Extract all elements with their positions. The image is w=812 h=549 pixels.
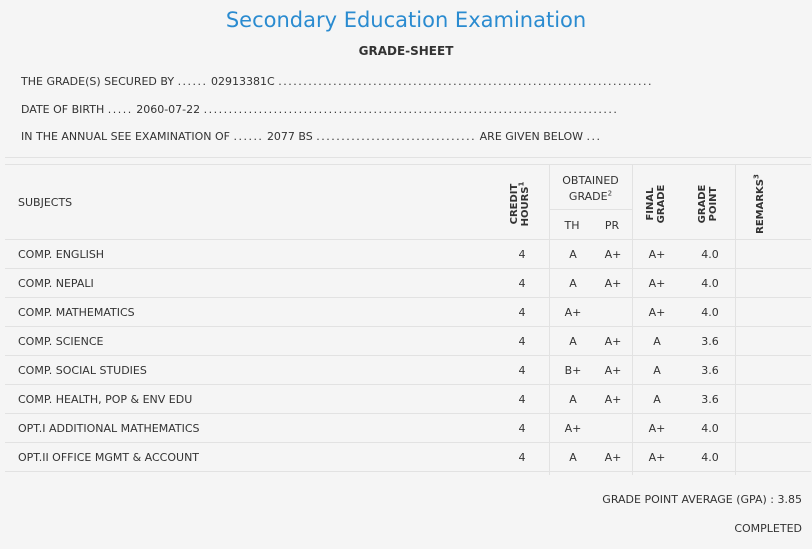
final-grade: A [653, 393, 661, 406]
credit-hours: 4 [518, 451, 526, 464]
table-row: COMP. HEALTH, POP & ENV EDU 4 A A+ A 3.6 [5, 385, 811, 414]
table-row: OPT.II OFFICE MGMT & ACCOUNT 4 A A+ A+ 4… [5, 443, 811, 472]
header-final-grade: FINAL GRADE [645, 184, 667, 224]
practical-grade: A+ [604, 393, 622, 406]
table-row: COMP. ENGLISH 4 A A+ A+ 4.0 [5, 240, 811, 269]
subject-name: COMP. HEALTH, POP & ENV EDU [18, 393, 193, 406]
gpa-summary: GRADE POINT AVERAGE (GPA) : 3.85 [602, 493, 802, 506]
header-subjects: SUBJECTS [18, 196, 73, 209]
gpa-value: 3.85 [777, 493, 803, 506]
grade-point: 4.0 [701, 422, 719, 435]
subject-name: COMP. SOCIAL STUDIES [18, 364, 147, 377]
exam-label: IN THE ANNUAL SEE EXAMINATION OF [21, 130, 230, 143]
theory-grade: A [569, 248, 577, 261]
credit-hours: 4 [518, 277, 526, 290]
grade-point: 3.6 [701, 335, 719, 348]
table-row: COMP. MATHEMATICS 4 A+ A+ 4.0 [5, 298, 811, 327]
header-obtained-grade: OBTAINED GRADE2 [562, 174, 619, 203]
grade-point: 3.6 [701, 393, 719, 406]
credit-hours: 4 [518, 364, 526, 377]
credit-hours: 4 [518, 306, 526, 319]
table-top-border [5, 164, 811, 165]
table-row: COMP. SCIENCE 4 A A+ A 3.6 [5, 327, 811, 356]
column-divider [632, 164, 633, 475]
exam-tail: ARE GIVEN BELOW [479, 130, 584, 143]
exam-year: 2077 BS [266, 130, 313, 143]
credit-hours: 4 [518, 422, 526, 435]
final-grade: A [653, 335, 661, 348]
header-remarks: REMARKS3 [752, 174, 766, 234]
info-line-secured-by: THE GRADE(S) SECURED BY ...... 02913381C… [21, 75, 653, 88]
symbol-number: 02913381C [211, 75, 275, 88]
column-divider [735, 164, 736, 475]
theory-grade: A [569, 277, 577, 290]
header-grade-point: GRADE POINT [697, 184, 719, 224]
dob-label: DATE OF BIRTH [21, 103, 105, 116]
credit-hours: 4 [518, 248, 526, 261]
status-text: COMPLETED [734, 522, 802, 535]
gpa-label: GRADE POINT AVERAGE (GPA) : [602, 493, 774, 506]
practical-grade: A+ [604, 335, 622, 348]
credit-hours: 4 [518, 393, 526, 406]
secured-by-label: THE GRADE(S) SECURED BY [21, 75, 175, 88]
grade-point: 4.0 [701, 277, 719, 290]
subject-name: COMP. NEPALI [18, 277, 94, 290]
info-line-dob: DATE OF BIRTH ..... 2060-07-22 .........… [21, 103, 619, 116]
page-title: Secondary Education Examination [225, 8, 587, 32]
subject-name: OPT.I ADDITIONAL MATHEMATICS [18, 422, 200, 435]
practical-grade: A+ [604, 364, 622, 377]
final-grade: A+ [648, 306, 666, 319]
header-bottom-border [5, 239, 811, 240]
table-row: OPT.I ADDITIONAL MATHEMATICS 4 A+ A+ 4.0 [5, 414, 811, 443]
subject-name: OPT.II OFFICE MGMT & ACCOUNT [18, 451, 200, 464]
grade-point: 4.0 [701, 451, 719, 464]
grade-point: 4.0 [701, 306, 719, 319]
header-th: TH [564, 219, 580, 232]
header-pr: PR [604, 219, 620, 232]
obtained-grade-divider [549, 209, 632, 210]
theory-grade: B+ [564, 364, 582, 377]
grade-point: 4.0 [701, 248, 719, 261]
subject-name: COMP. ENGLISH [18, 248, 105, 261]
final-grade: A+ [648, 277, 666, 290]
table-row: COMP. NEPALI 4 A A+ A+ 4.0 [5, 269, 811, 298]
theory-grade: A [569, 335, 577, 348]
grade-point: 3.6 [701, 364, 719, 377]
dob-value: 2060-07-22 [136, 103, 201, 116]
theory-grade: A+ [564, 306, 582, 319]
practical-grade: A+ [604, 248, 622, 261]
final-grade: A+ [648, 422, 666, 435]
header-credit-hours: CREDIT HOURS1 [509, 181, 531, 227]
final-grade: A+ [648, 451, 666, 464]
theory-grade: A [569, 451, 577, 464]
subject-name: COMP. MATHEMATICS [18, 306, 135, 319]
subject-name: COMP. SCIENCE [18, 335, 104, 348]
theory-grade: A+ [564, 422, 582, 435]
final-grade: A [653, 364, 661, 377]
divider [5, 157, 811, 158]
theory-grade: A [569, 393, 577, 406]
final-grade: A+ [648, 248, 666, 261]
page-subtitle: GRADE-SHEET [358, 44, 454, 58]
practical-grade: A+ [604, 451, 622, 464]
info-line-exam: IN THE ANNUAL SEE EXAMINATION OF ...... … [21, 130, 602, 143]
column-divider [549, 164, 550, 475]
credit-hours: 4 [518, 335, 526, 348]
practical-grade: A+ [604, 277, 622, 290]
table-row: COMP. SOCIAL STUDIES 4 B+ A+ A 3.6 [5, 356, 811, 385]
